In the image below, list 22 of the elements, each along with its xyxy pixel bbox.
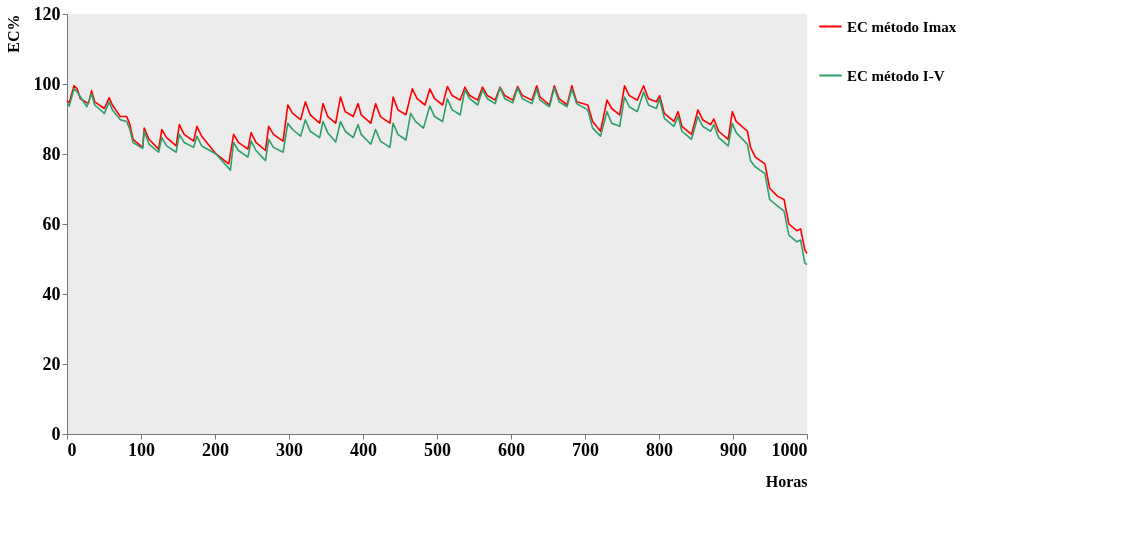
y-axis-title: EC%	[4, 14, 22, 53]
x-tick-label: 0	[67, 439, 77, 460]
x-tick-label: 400	[350, 439, 377, 460]
x-axis-title: Horas	[765, 472, 808, 490]
y-tick-label: 40	[42, 283, 61, 304]
y-tick-label: 60	[42, 213, 61, 234]
x-tick-label: 100	[128, 439, 155, 460]
y-tick-label: 80	[42, 143, 61, 164]
x-tick-label: 1000	[771, 439, 808, 460]
x-tick-label: 600	[498, 439, 525, 460]
legend-label: EC método Imax	[847, 18, 957, 35]
x-tick-label: 800	[646, 439, 673, 460]
y-tick-label: 0	[51, 423, 61, 444]
legend-label: EC método I-V	[847, 67, 945, 84]
y-tick-label: 20	[42, 353, 61, 374]
x-tick-label: 300	[276, 439, 303, 460]
x-tick-label: 700	[572, 439, 599, 460]
y-tick-label: 120	[33, 3, 61, 24]
x-tick-label: 500	[424, 439, 451, 460]
y-tick-label: 100	[33, 73, 61, 94]
x-tick-label: 200	[202, 439, 229, 460]
x-tick-label: 900	[720, 439, 747, 460]
